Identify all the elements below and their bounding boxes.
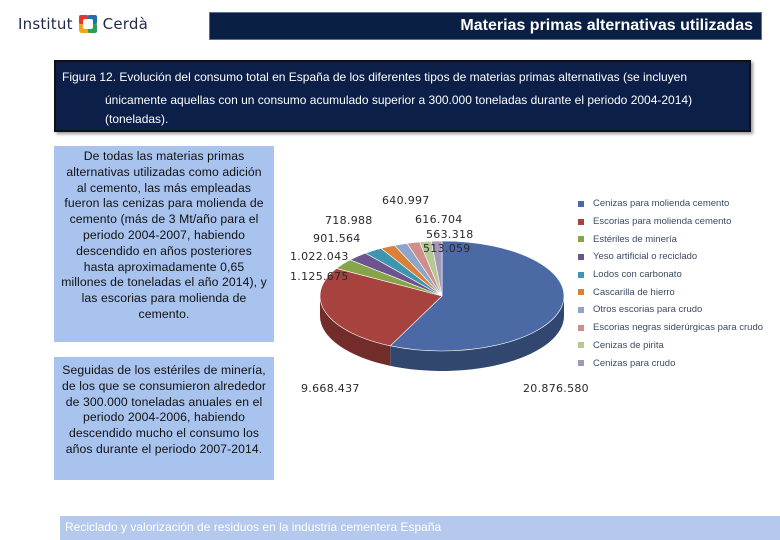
header-title-bar: Materias primas alternativas utilizadas [209, 12, 762, 40]
pie-data-label: 616.704 [415, 213, 463, 226]
legend-swatch [578, 324, 584, 331]
figure-caption-line-1: Figura 12. Evolución del consumo total e… [62, 70, 688, 84]
legend-item: Cenizas para crudo [578, 354, 758, 372]
pie-slice-side [320, 296, 391, 366]
pie-data-label: 1.125.675 [290, 270, 349, 283]
logo-word-right: Cerdà [102, 15, 148, 33]
legend-label: Cenizas para molienda cemento [593, 198, 730, 210]
legend-swatch [578, 236, 584, 243]
summary-text-box-2: Seguidas de los estériles de minería, de… [54, 357, 274, 480]
legend-swatch [578, 360, 584, 367]
pie-chart [282, 186, 582, 406]
legend-label: Estériles de minería [593, 233, 677, 245]
pie-data-label: 20.876.580 [523, 382, 589, 395]
logo-mark-icon [77, 13, 99, 35]
legend-item: Escorias para molienda cemento [578, 213, 758, 231]
pie-data-label: 9.668.437 [301, 382, 360, 395]
legend-label: Cenizas de pirita [593, 339, 664, 351]
pie-data-label: 563.318 [426, 228, 474, 241]
legend-item: Cenizas de pirita [578, 337, 758, 355]
pie-data-label: 640.997 [382, 194, 430, 207]
institut-cerda-logo: Institut Cerdà [18, 9, 148, 39]
pie-side-walls [320, 296, 564, 371]
pie-chart-svg [319, 240, 565, 371]
pie-data-label: 513.059 [423, 242, 471, 255]
figure-caption-line-2: únicamente aquellas con un consumo acumu… [105, 93, 693, 107]
footer-text: Reciclado y valorización de residuos en … [65, 520, 442, 534]
pie-data-label: 901.564 [313, 232, 361, 245]
legend-label: Cenizas para crudo [593, 357, 676, 369]
legend-item: Estériles de minería [578, 230, 758, 248]
pie-data-label: 718.988 [325, 214, 373, 227]
legend-label: Escorias negras siderúrgicas para crudo [593, 322, 764, 334]
legend-label: Yeso artificial o reciclado [593, 251, 698, 263]
legend-item: Cenizas para molienda cemento [578, 195, 758, 213]
legend-label: Otros escorias para crudo [593, 304, 703, 316]
pie-slice-10 [430, 240, 443, 297]
pie-data-label: 1.022.043 [290, 250, 349, 263]
logo-word-left: Institut [18, 15, 73, 33]
figure-caption-line-3: (toneladas). [105, 112, 169, 126]
legend-swatch [578, 200, 584, 207]
legend-swatch [578, 253, 584, 260]
chart-legend: Cenizas para molienda cemento Escorias pa… [578, 195, 763, 372]
pie-slice-1 [389, 240, 565, 352]
legend-label: Escorias para molienda cemento [593, 216, 732, 228]
legend-item: Lodos con carbonato [578, 266, 758, 284]
legend-item: Escorias negras siderúrgicas para crudo [578, 319, 763, 337]
legend-swatch [578, 306, 584, 313]
legend-swatch [578, 289, 584, 296]
legend-swatch [578, 342, 584, 349]
legend-item: Yeso artificial o reciclado [578, 248, 758, 266]
legend-item: Otros escorias para crudo [578, 301, 758, 319]
page-title: Materias primas alternativas utilizadas [460, 17, 753, 34]
pie-slice-2 [319, 268, 443, 347]
legend-label: Cascarilla de hierro [593, 286, 675, 298]
legend-item: Cascarilla de hierro [578, 283, 758, 301]
figure-caption-box: Figura 12. Evolución del consumo total e… [54, 60, 751, 132]
legend-swatch [578, 218, 584, 225]
summary-text-box-1: De todas las materias primas alternativa… [54, 146, 274, 342]
footer-bar: Reciclado y valorización de residuos en … [60, 516, 780, 540]
legend-label: Lodos con carbonato [593, 269, 682, 281]
legend-swatch [578, 271, 584, 278]
pie-slice-side [390, 296, 564, 371]
